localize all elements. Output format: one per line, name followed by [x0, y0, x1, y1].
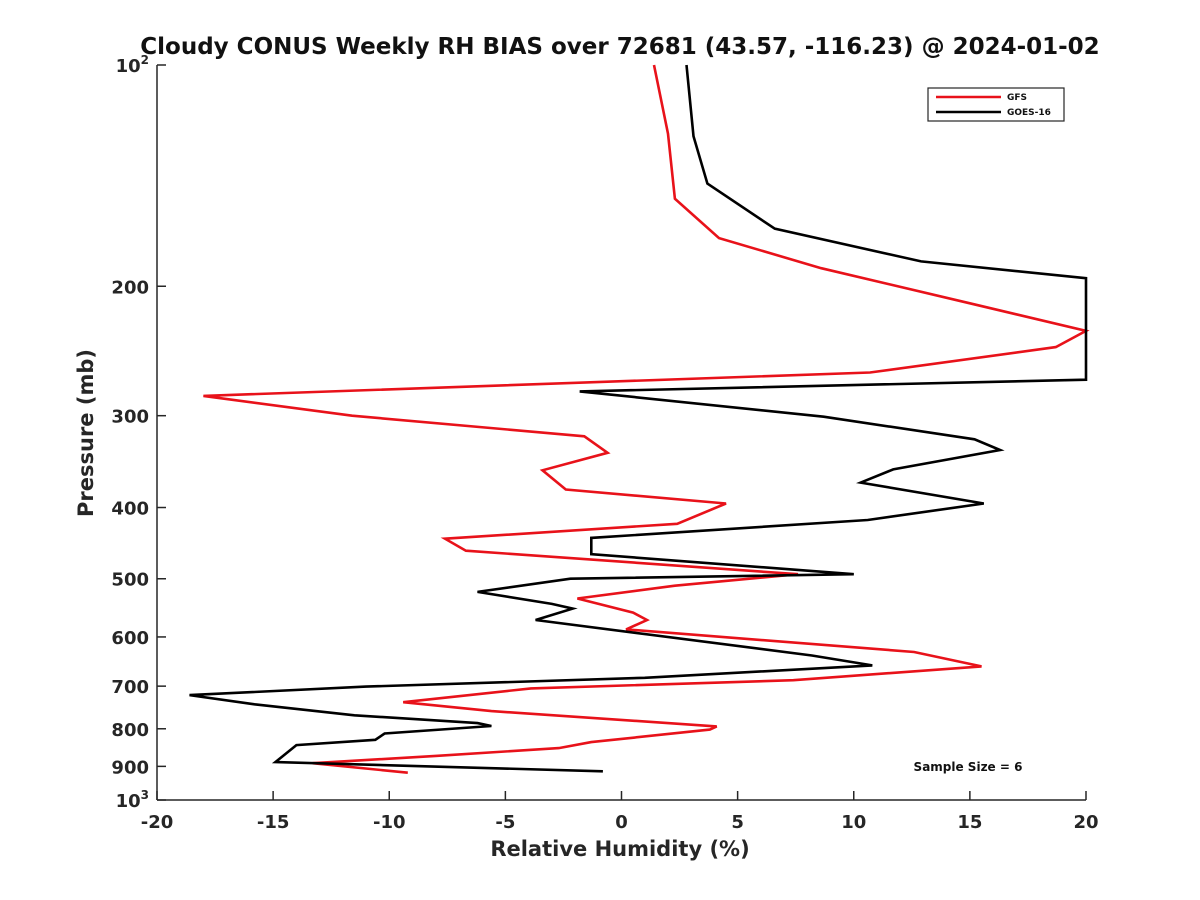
series-line-gfs — [203, 64, 1090, 774]
x-tick-label: -5 — [495, 812, 515, 833]
x-tick-label: -15 — [257, 812, 290, 833]
x-tick-label: 0 — [615, 812, 628, 833]
x-tick-label: -20 — [141, 812, 174, 833]
y-tick-label: 200 — [111, 277, 149, 298]
x-tick-label: 15 — [957, 812, 982, 833]
y-tick-label: 500 — [111, 570, 149, 591]
legend: GFS GOES-16 — [927, 87, 1065, 122]
y-tick-label: 300 — [111, 407, 149, 428]
chart-title: Cloudy CONUS Weekly RH BIAS over 72681 (… — [140, 34, 1099, 60]
x-axis-label: Relative Humidity (%) — [490, 837, 749, 861]
y-tick-label: 900 — [111, 757, 149, 778]
x-tick-label: 20 — [1073, 812, 1098, 833]
y-tick-label: 600 — [111, 628, 149, 649]
y-axis-label: Pressure (mb) — [74, 349, 98, 517]
legend-label-gfs: GFS — [1007, 93, 1027, 103]
y-tick-label: 800 — [111, 720, 149, 741]
legend-label-goes-16: GOES-16 — [1007, 108, 1051, 118]
x-tick-label: 10 — [841, 812, 866, 833]
y-tick-label: 103 — [116, 788, 149, 812]
legend-box — [927, 87, 1065, 122]
x-tick-label: 5 — [731, 812, 744, 833]
y-tick-label: 102 — [116, 53, 149, 77]
plot-area: -20 -15 -10 -5 0 5 10 15 20 102 200 300 400 500 600 700… — [111, 53, 1098, 833]
series-line-goes-16 — [189, 64, 1088, 773]
y-tick-label: 400 — [111, 499, 149, 520]
y-tick-label: 700 — [111, 677, 149, 698]
x-tick-label: -10 — [373, 812, 406, 833]
sample-size-annotation: Sample Size = 6 — [914, 760, 1023, 774]
